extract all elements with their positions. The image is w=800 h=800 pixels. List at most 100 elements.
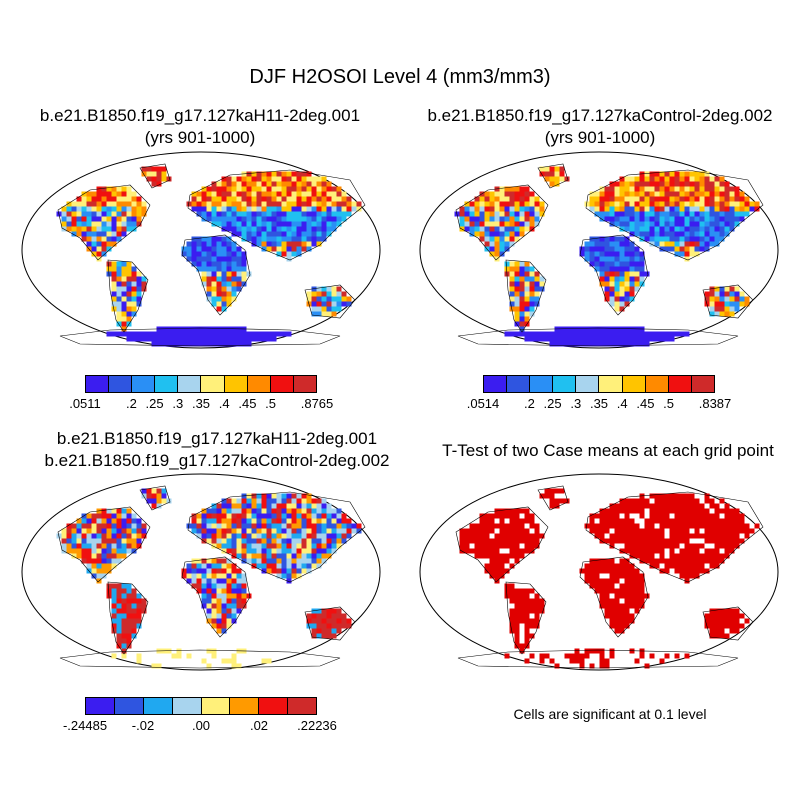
grid-cell <box>719 613 725 619</box>
grid-cell <box>306 221 312 227</box>
grid-cell <box>271 543 277 549</box>
grid-cell <box>306 236 312 242</box>
grid-cell <box>634 226 640 232</box>
grid-cell <box>251 226 257 232</box>
grid-cell <box>719 623 725 629</box>
grid-cell <box>514 266 520 272</box>
grid-cell <box>534 336 540 342</box>
grid-cell <box>121 331 127 337</box>
grid-cell <box>216 608 222 614</box>
grid-cell <box>639 196 645 202</box>
grid-cell <box>669 508 675 514</box>
grid-cell <box>291 548 297 554</box>
grid-cell <box>211 563 217 569</box>
grid-cell <box>494 251 500 257</box>
grid-cell <box>719 498 725 504</box>
grid-cell <box>524 261 530 267</box>
grid-cell <box>61 533 67 539</box>
grid-cell <box>236 221 242 227</box>
grid-cell <box>619 306 625 312</box>
grid-cell <box>599 211 605 217</box>
grid-cell <box>226 613 232 619</box>
grid-cell <box>614 206 620 212</box>
grid-cell <box>236 271 242 277</box>
grid-cell <box>316 186 322 192</box>
grid-cell <box>346 211 352 217</box>
grid-cell <box>216 513 222 519</box>
grid-cell <box>211 301 217 307</box>
grid-cell <box>121 538 127 544</box>
grid-cell <box>206 286 212 292</box>
grid-cell <box>96 558 102 564</box>
grid-cell <box>321 216 327 222</box>
grid-cell <box>226 498 232 504</box>
grid-cell <box>106 241 112 247</box>
grid-cell <box>709 503 715 509</box>
grid-cell <box>684 513 690 519</box>
grid-cell <box>734 533 740 539</box>
grid-cell <box>301 186 307 192</box>
grid-cell <box>301 221 307 227</box>
grid-cell <box>534 296 540 302</box>
grid-cell <box>116 588 122 594</box>
grid-cell <box>181 573 187 579</box>
colorbar-swatch <box>293 376 316 392</box>
grid-cell <box>241 543 247 549</box>
grid-cell <box>619 498 625 504</box>
grid-cell <box>599 326 605 332</box>
grid-cell <box>609 296 615 302</box>
grid-cell <box>524 201 530 207</box>
grid-cell <box>484 563 490 569</box>
grid-cell <box>589 331 595 337</box>
grid-cell <box>301 503 307 509</box>
grid-cell <box>236 216 242 222</box>
grid-cell <box>504 261 510 267</box>
grid-cell <box>744 301 750 307</box>
grid-cell <box>489 196 495 202</box>
grid-cell <box>216 563 222 569</box>
colorbar-swatch <box>530 376 554 392</box>
grid-cell <box>524 306 530 312</box>
grid-cell <box>524 271 530 277</box>
grid-cell <box>689 176 695 182</box>
grid-cell <box>321 311 327 317</box>
grid-cell <box>116 296 122 302</box>
grid-cell <box>141 528 147 534</box>
grid-cell <box>464 548 470 554</box>
grid-cell <box>654 513 660 519</box>
grid-cell <box>469 538 475 544</box>
grid-cell <box>231 226 237 232</box>
grid-cell <box>136 211 142 217</box>
grid-cell <box>336 608 342 614</box>
grid-cell <box>196 563 202 569</box>
grid-cell <box>709 211 715 217</box>
grid-cell <box>151 336 157 342</box>
grid-cell <box>256 503 262 509</box>
grid-cell <box>494 573 500 579</box>
map-bottom-right <box>419 473 779 671</box>
grid-cell <box>509 613 515 619</box>
grid-cell <box>336 613 342 619</box>
grid-cell <box>504 191 510 197</box>
grid-cell <box>101 231 107 237</box>
grid-cell <box>754 201 760 207</box>
grid-cell <box>684 221 690 227</box>
grid-cell <box>241 498 247 504</box>
grid-cell <box>719 558 725 564</box>
grid-cell <box>524 196 530 202</box>
grid-cell <box>186 256 192 262</box>
grid-cell <box>629 498 635 504</box>
grid-cell <box>619 301 625 307</box>
grid-cell <box>216 326 222 332</box>
grid-cell <box>509 301 515 307</box>
grid-cell <box>544 488 550 494</box>
grid-cell <box>584 653 590 659</box>
grid-cell <box>231 241 237 247</box>
grid-cell <box>331 613 337 619</box>
grid-cell <box>106 553 112 559</box>
grid-cell <box>644 191 650 197</box>
grid-cell <box>196 326 202 332</box>
grid-cell <box>251 196 257 202</box>
grid-cell <box>719 301 725 307</box>
grid-cell <box>709 558 715 564</box>
